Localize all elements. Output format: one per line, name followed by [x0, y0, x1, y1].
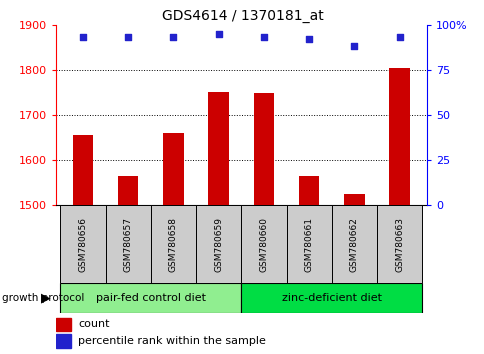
FancyBboxPatch shape: [241, 283, 422, 313]
FancyBboxPatch shape: [60, 205, 106, 283]
FancyBboxPatch shape: [331, 205, 376, 283]
Point: [169, 35, 177, 40]
Text: pair-fed control diet: pair-fed control diet: [96, 293, 205, 303]
Text: zinc-deficient diet: zinc-deficient diet: [281, 293, 381, 303]
FancyBboxPatch shape: [196, 205, 241, 283]
FancyBboxPatch shape: [60, 283, 241, 313]
Bar: [56, 334, 71, 348]
Point: [214, 31, 222, 36]
Point: [350, 44, 358, 49]
Text: GSM780658: GSM780658: [168, 217, 178, 272]
FancyBboxPatch shape: [286, 205, 331, 283]
Text: GSM780660: GSM780660: [259, 217, 268, 272]
Text: percentile rank within the sample: percentile rank within the sample: [78, 336, 265, 346]
Text: GSM780663: GSM780663: [394, 217, 403, 272]
Bar: [389, 68, 409, 205]
Point: [124, 35, 132, 40]
Text: GSM780662: GSM780662: [349, 217, 358, 272]
Point: [304, 36, 312, 42]
FancyBboxPatch shape: [106, 205, 151, 283]
Text: GSM780656: GSM780656: [78, 217, 87, 272]
Text: GSM780661: GSM780661: [304, 217, 313, 272]
Text: GSM780659: GSM780659: [214, 217, 223, 272]
Bar: [73, 135, 93, 205]
Bar: [163, 133, 183, 205]
FancyBboxPatch shape: [151, 205, 196, 283]
Point: [79, 35, 87, 40]
Bar: [298, 176, 318, 205]
Text: count: count: [78, 319, 109, 329]
Text: GDS4614 / 1370181_at: GDS4614 / 1370181_at: [161, 9, 323, 23]
Point: [395, 35, 403, 40]
FancyBboxPatch shape: [241, 205, 286, 283]
Bar: [118, 176, 138, 205]
Point: [259, 35, 267, 40]
Bar: [208, 92, 228, 205]
Text: ▶: ▶: [41, 292, 51, 305]
FancyBboxPatch shape: [376, 205, 422, 283]
Text: GSM780657: GSM780657: [123, 217, 133, 272]
Text: growth protocol: growth protocol: [2, 293, 85, 303]
Bar: [253, 93, 273, 205]
Bar: [56, 318, 71, 331]
Bar: [344, 194, 364, 205]
